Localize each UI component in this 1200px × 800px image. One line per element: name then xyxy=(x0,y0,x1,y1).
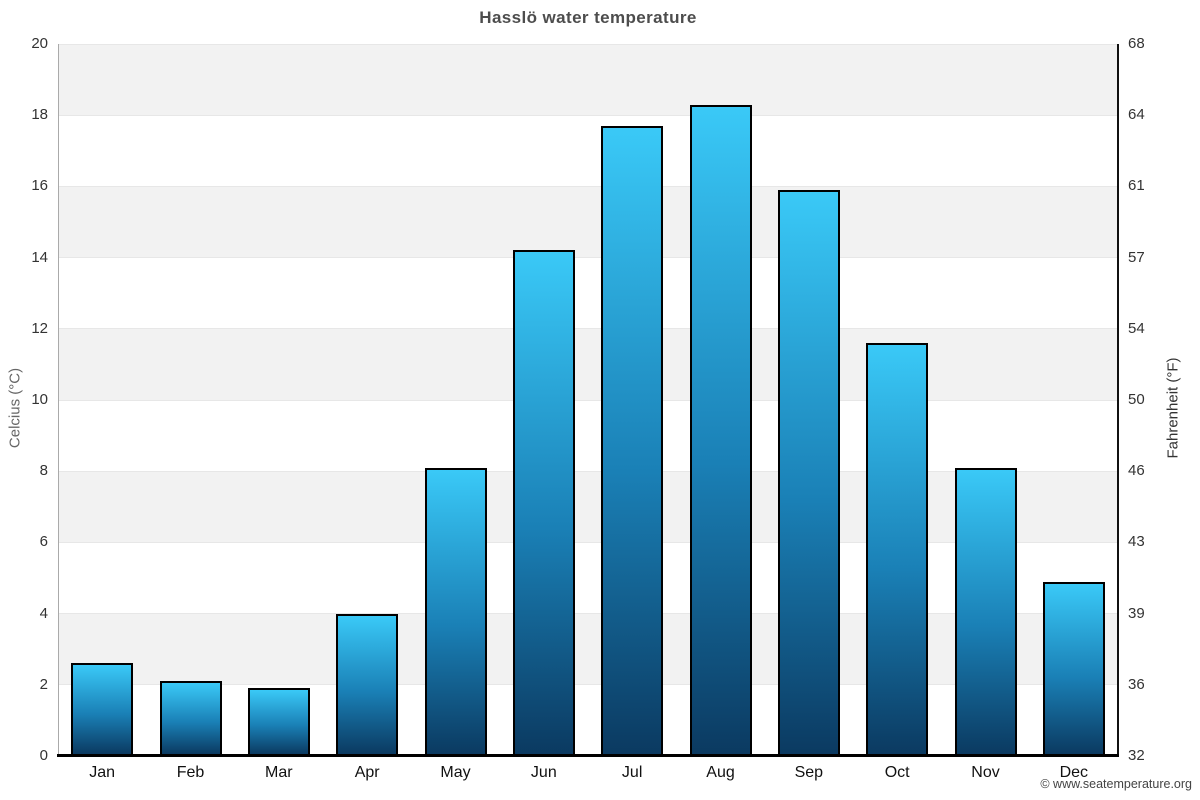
fahrenheit-tick-61: 61 xyxy=(1128,177,1145,195)
celsius-tick-0: 0 xyxy=(39,747,48,764)
fahrenheit-tick-64: 64 xyxy=(1128,106,1145,124)
bar-apr xyxy=(336,613,399,756)
fahrenheit-tick-36: 36 xyxy=(1128,675,1145,693)
plot-band xyxy=(58,328,1118,400)
gridline xyxy=(58,185,1118,187)
month-label-oct: Oct xyxy=(884,764,910,781)
bar-feb xyxy=(159,681,222,756)
gridline xyxy=(58,328,1118,330)
celsius-tick-12: 12 xyxy=(31,319,48,337)
celsius-axis-line xyxy=(58,44,59,756)
celsius-tick-18: 18 xyxy=(31,106,48,124)
fahrenheit-tick-54: 54 xyxy=(1128,319,1145,337)
bar-jun xyxy=(512,250,575,756)
fahrenheit-tick-57: 57 xyxy=(1128,248,1145,266)
gridline xyxy=(58,470,1118,472)
gridline xyxy=(58,684,1118,686)
celsius-axis-title: Celcius (°C) xyxy=(6,367,24,449)
gridline xyxy=(58,399,1118,401)
x-axis-baseline xyxy=(57,754,1119,757)
gridline xyxy=(58,257,1118,259)
bar-jan xyxy=(71,663,134,756)
fahrenheit-tick-43: 43 xyxy=(1128,533,1145,551)
fahrenheit-tick-46: 46 xyxy=(1128,462,1145,480)
plot-band xyxy=(58,44,1118,116)
celsius-tick-20: 20 xyxy=(31,35,48,52)
bar-nov xyxy=(954,467,1017,756)
bar-aug xyxy=(689,104,752,756)
gridline xyxy=(58,43,1118,45)
celsius-tick-8: 8 xyxy=(39,462,48,480)
month-label-may: May xyxy=(440,764,471,781)
celsius-tick-4: 4 xyxy=(39,604,48,622)
plot-band xyxy=(58,186,1118,258)
gridline xyxy=(58,541,1118,543)
plot-band xyxy=(58,471,1118,543)
gridline xyxy=(58,114,1118,116)
bar-sep xyxy=(777,189,840,756)
month-label-jul: Jul xyxy=(621,764,643,781)
celsius-tick-2: 2 xyxy=(39,675,48,693)
bar-may xyxy=(424,467,487,756)
month-label-dec: Dec xyxy=(1059,764,1089,781)
bar-dec xyxy=(1042,581,1105,756)
fahrenheit-axis-line xyxy=(1117,44,1119,756)
bar-mar xyxy=(247,688,310,756)
celsius-tick-10: 10 xyxy=(31,391,48,408)
plot-band xyxy=(58,613,1118,685)
copyright-text: © www.seatemperature.org xyxy=(1040,777,1192,791)
fahrenheit-tick-50: 50 xyxy=(1128,391,1145,408)
celsius-tick-6: 6 xyxy=(39,533,48,551)
month-label-jun: Jun xyxy=(530,764,557,781)
month-label-aug: Aug xyxy=(706,764,735,781)
fahrenheit-tick-39: 39 xyxy=(1128,604,1145,622)
plot-area xyxy=(58,43,1118,756)
fahrenheit-tick-32: 32 xyxy=(1128,747,1145,764)
fahrenheit-tick-68: 68 xyxy=(1128,35,1145,52)
month-label-feb: Feb xyxy=(176,764,205,781)
celsius-tick-16: 16 xyxy=(31,177,48,195)
fahrenheit-axis-title: Fahrenheit (°F) xyxy=(1164,357,1182,459)
month-label-apr: Apr xyxy=(354,764,380,781)
month-label-sep: Sep xyxy=(794,764,824,781)
bar-oct xyxy=(866,343,929,756)
celsius-tick-14: 14 xyxy=(31,248,48,266)
chart-title: Hasslö water temperature xyxy=(479,8,697,27)
bar-jul xyxy=(601,125,664,756)
month-label-nov: Nov xyxy=(971,764,1000,781)
month-label-mar: Mar xyxy=(265,764,293,781)
month-label-jan: Jan xyxy=(89,764,116,781)
gridline xyxy=(58,613,1118,615)
